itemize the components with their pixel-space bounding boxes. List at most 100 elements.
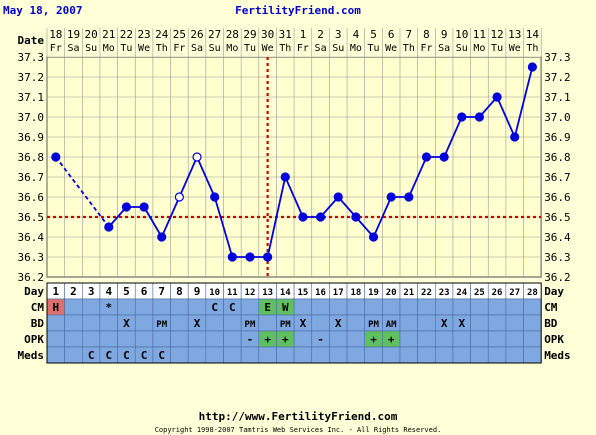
temperature-point — [51, 152, 61, 162]
footer-url[interactable]: http://www.FertilityFriend.com — [199, 410, 398, 423]
table-cell-opk — [452, 330, 471, 348]
table-cell-meds — [64, 346, 83, 364]
date-label: 9 — [441, 28, 448, 41]
row-label-left-bd: BD — [31, 317, 45, 330]
date-label: 7 — [406, 28, 413, 41]
table-value-day: 4 — [105, 285, 112, 298]
table-cell-meds — [223, 346, 242, 364]
table-cell-opk — [205, 330, 224, 348]
temperature-point — [474, 112, 485, 122]
date-label: 21 — [102, 28, 115, 41]
weekday-label: Mo — [350, 43, 362, 54]
header-site-name[interactable]: FertilityFriend.com — [235, 4, 361, 17]
y-tick-label-left: 36.5 — [18, 211, 45, 224]
table-value-opk: - — [247, 333, 254, 346]
date-label: 1 — [300, 28, 307, 41]
y-tick-label-right: 36.8 — [544, 151, 571, 164]
table-cell-opk — [470, 330, 489, 348]
table-value-bd: X — [194, 317, 201, 330]
temperature-point — [527, 62, 537, 72]
y-tick-label-right: 36.5 — [544, 211, 571, 224]
y-tick-label-left: 36.7 — [18, 171, 45, 184]
temperature-point — [174, 192, 184, 202]
row-label-right-day: Day — [544, 285, 564, 298]
table-cell-cm — [311, 298, 330, 316]
table-value-cm: * — [105, 301, 112, 314]
table-cell-meds — [452, 346, 471, 364]
table-cell-meds — [276, 346, 295, 364]
table-cell-bd — [505, 314, 524, 332]
table-cell-cm — [152, 298, 171, 316]
table-value-day: 1 — [53, 285, 60, 298]
y-tick-label-left: 37.0 — [18, 111, 45, 124]
table-cell-meds — [170, 346, 189, 364]
date-label: 12 — [490, 28, 503, 41]
row-label-right-bd: BD — [544, 317, 558, 330]
date-label: 31 — [279, 28, 292, 41]
temperature-point — [139, 202, 149, 212]
table-cell-opk — [505, 330, 524, 348]
table-cell-opk — [82, 330, 101, 348]
y-tick-label-left: 37.2 — [18, 71, 45, 84]
row-label-left-opk: OPK — [24, 333, 44, 346]
table-cell-opk — [487, 330, 507, 348]
temperature-line-segment — [178, 156, 198, 198]
date-label: 26 — [190, 28, 203, 41]
temperature-point — [157, 232, 167, 242]
weekday-label: Th — [526, 43, 538, 54]
table-cell-opk — [117, 330, 136, 348]
table-cell-opk — [187, 330, 207, 348]
table-cell-opk — [417, 330, 436, 348]
table-value-cm: H — [53, 301, 60, 314]
weekday-label: Th — [279, 43, 291, 54]
table-cell-bd — [487, 314, 507, 332]
temperature-point — [210, 192, 220, 202]
table-cell-meds — [505, 346, 524, 364]
date-label: 24 — [155, 28, 169, 41]
table-cell-opk — [293, 330, 313, 348]
table-value-bd: X — [300, 317, 307, 330]
table-cell-meds — [434, 346, 454, 364]
table-cell-meds — [382, 346, 401, 364]
temperature-point — [439, 152, 449, 162]
table-frame — [46, 282, 542, 364]
y-tick-label-left: 36.2 — [18, 271, 45, 284]
table-cell-opk — [346, 330, 365, 348]
table-cell-bd — [346, 314, 365, 332]
table-value-day: 2 — [70, 285, 77, 298]
temperature-line-segment — [408, 156, 428, 198]
weekday-label: We — [262, 43, 274, 54]
y-tick-label-right: 37.1 — [544, 91, 571, 104]
weekday-label: Sa — [438, 43, 450, 54]
table-cell-meds — [293, 346, 313, 364]
table-value-meds: C — [158, 349, 165, 362]
table-cell-opk — [64, 330, 83, 348]
y-tick-label-right: 36.9 — [544, 131, 571, 144]
weekday-label: Fr — [420, 43, 432, 54]
table-value-bd: PM — [280, 320, 291, 330]
table-cell-bd — [399, 314, 418, 332]
y-tick-label-left: 36.6 — [18, 191, 45, 204]
table-value-cm: W — [282, 301, 289, 314]
table-value-day: 16 — [315, 288, 326, 298]
table-cell-meds — [399, 346, 418, 364]
date-label: 18 — [49, 28, 62, 41]
y-tick-label-left: 37.1 — [18, 91, 45, 104]
table-value-day: 17 — [333, 288, 344, 298]
temperature-point — [245, 252, 255, 262]
y-tick-label-right: 36.2 — [544, 271, 571, 284]
table-cell-opk — [523, 330, 542, 348]
table-cell-cm — [346, 298, 365, 316]
table-cell-cm — [134, 298, 154, 316]
temperature-point — [333, 192, 343, 202]
table-cell-bd — [64, 314, 83, 332]
table-cell-bd — [223, 314, 242, 332]
weekday-label: Mo — [103, 43, 115, 54]
table-value-bd: X — [123, 317, 130, 330]
table-cell-cm — [170, 298, 189, 316]
table-value-day: 26 — [492, 288, 503, 298]
table-cell-cm — [523, 298, 542, 316]
date-label: 27 — [208, 28, 221, 41]
table-value-cm: E — [264, 301, 271, 314]
table-value-day: 14 — [280, 288, 291, 298]
